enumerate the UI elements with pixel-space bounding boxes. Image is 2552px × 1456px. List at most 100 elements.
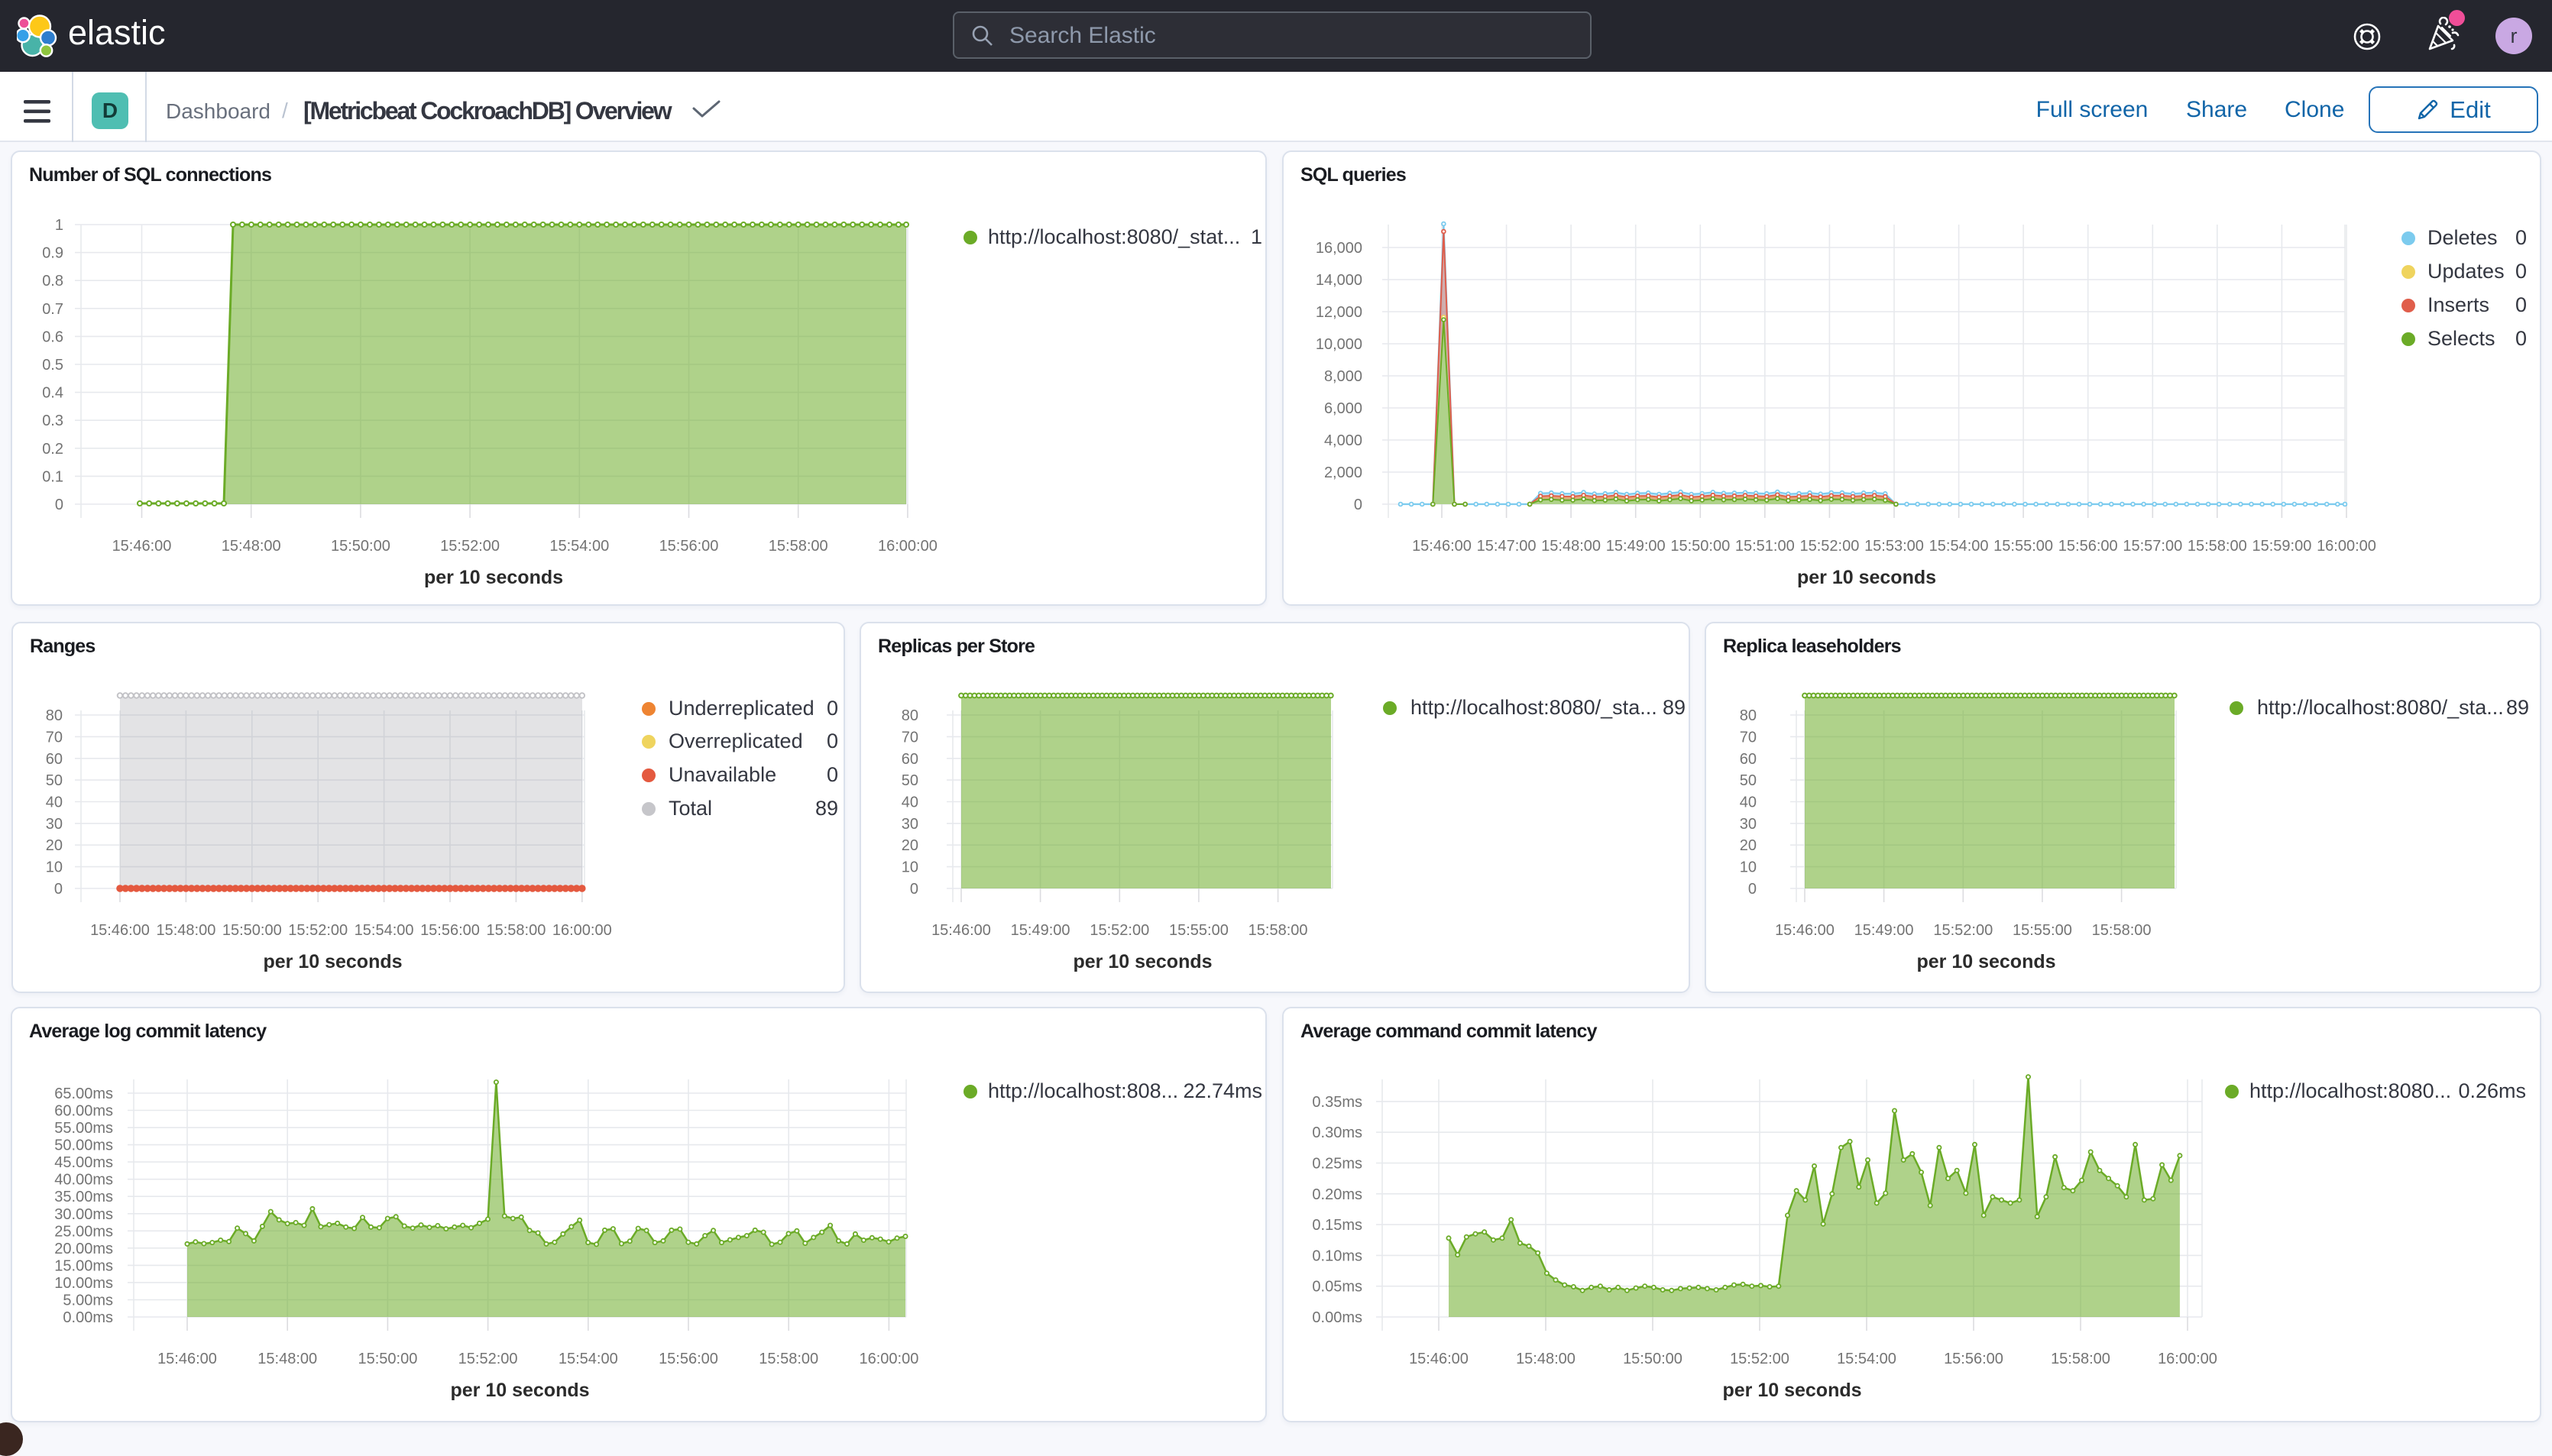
svg-text:15:54:00: 15:54:00 — [1929, 538, 1989, 555]
svg-text:2,000: 2,000 — [1324, 464, 1362, 481]
svg-text:50: 50 — [1740, 772, 1757, 789]
svg-text:40: 40 — [1740, 794, 1757, 811]
svg-text:50.00ms: 50.00ms — [54, 1137, 113, 1154]
svg-text:0.25ms: 0.25ms — [1312, 1156, 1362, 1173]
svg-text:15:56:00: 15:56:00 — [2058, 538, 2118, 555]
svg-text:16:00:00: 16:00:00 — [878, 538, 938, 555]
svg-text:5.00ms: 5.00ms — [63, 1293, 113, 1309]
svg-text:60: 60 — [46, 751, 63, 768]
svg-text:15:49:00: 15:49:00 — [1606, 538, 1666, 555]
svg-text:per 10 seconds: per 10 seconds — [1797, 567, 1936, 588]
svg-text:15:52:00: 15:52:00 — [1933, 922, 1993, 939]
svg-text:65.00ms: 65.00ms — [54, 1086, 113, 1102]
svg-text:14,000: 14,000 — [1316, 272, 1362, 289]
svg-text:15:52:00: 15:52:00 — [1730, 1351, 1789, 1367]
svg-text:20.00ms: 20.00ms — [54, 1241, 113, 1257]
svg-text:70: 70 — [902, 729, 918, 746]
svg-text:15:50:00: 15:50:00 — [358, 1351, 417, 1367]
svg-text:per 10 seconds: per 10 seconds — [450, 1380, 589, 1401]
svg-text:15:56:00: 15:56:00 — [1944, 1351, 2003, 1367]
svg-text:4,000: 4,000 — [1324, 432, 1362, 449]
svg-text:0.9: 0.9 — [42, 245, 63, 262]
svg-text:per 10 seconds: per 10 seconds — [1722, 1380, 1861, 1401]
svg-text:10: 10 — [902, 859, 918, 876]
svg-text:15:50:00: 15:50:00 — [1623, 1351, 1682, 1367]
svg-text:20: 20 — [902, 837, 918, 854]
svg-text:60.00ms: 60.00ms — [54, 1103, 113, 1120]
svg-text:15:52:00: 15:52:00 — [1799, 538, 1859, 555]
svg-text:15:52:00: 15:52:00 — [440, 538, 500, 555]
svg-text:15:46:00: 15:46:00 — [1412, 538, 1472, 555]
svg-text:15:58:00: 15:58:00 — [759, 1351, 818, 1367]
svg-text:0.35ms: 0.35ms — [1312, 1094, 1362, 1111]
svg-text:0.10ms: 0.10ms — [1312, 1247, 1362, 1264]
svg-text:8,000: 8,000 — [1324, 368, 1362, 385]
svg-text:15:56:00: 15:56:00 — [659, 1351, 718, 1367]
svg-text:15:53:00: 15:53:00 — [1864, 538, 1924, 555]
svg-text:10: 10 — [46, 859, 63, 876]
svg-text:80: 80 — [902, 707, 918, 724]
svg-text:15:52:00: 15:52:00 — [1090, 922, 1149, 939]
svg-text:15:48:00: 15:48:00 — [1541, 538, 1601, 555]
svg-text:0.20ms: 0.20ms — [1312, 1186, 1362, 1203]
svg-text:10.00ms: 10.00ms — [54, 1275, 113, 1292]
svg-text:6,000: 6,000 — [1324, 400, 1362, 417]
svg-text:15:58:00: 15:58:00 — [2188, 538, 2247, 555]
svg-text:16:00:00: 16:00:00 — [2158, 1351, 2217, 1367]
svg-text:15:46:00: 15:46:00 — [1409, 1351, 1469, 1367]
svg-text:per 10 seconds: per 10 seconds — [263, 951, 402, 972]
svg-text:0: 0 — [55, 497, 63, 513]
svg-text:15:52:00: 15:52:00 — [288, 922, 348, 939]
svg-text:50: 50 — [46, 772, 63, 789]
svg-text:40: 40 — [902, 794, 918, 811]
svg-text:per 10 seconds: per 10 seconds — [1073, 951, 1212, 972]
svg-text:0.30ms: 0.30ms — [1312, 1124, 1362, 1141]
svg-text:30: 30 — [46, 816, 63, 833]
svg-text:10,000: 10,000 — [1316, 336, 1362, 353]
svg-text:0: 0 — [1748, 881, 1757, 898]
svg-text:15:58:00: 15:58:00 — [769, 538, 828, 555]
svg-text:15:50:00: 15:50:00 — [222, 922, 282, 939]
svg-text:30: 30 — [902, 816, 918, 833]
svg-text:16:00:00: 16:00:00 — [859, 1351, 918, 1367]
svg-text:0.2: 0.2 — [42, 441, 63, 458]
svg-text:15:46:00: 15:46:00 — [157, 1351, 217, 1367]
svg-text:15:47:00: 15:47:00 — [1477, 538, 1537, 555]
svg-text:15:49:00: 15:49:00 — [1011, 922, 1070, 939]
svg-text:15:50:00: 15:50:00 — [331, 538, 390, 555]
svg-text:15:46:00: 15:46:00 — [1775, 922, 1835, 939]
svg-text:15:46:00: 15:46:00 — [931, 922, 991, 939]
svg-text:45.00ms: 45.00ms — [54, 1154, 113, 1171]
svg-text:80: 80 — [1740, 707, 1757, 724]
svg-text:50: 50 — [902, 772, 918, 789]
svg-text:20: 20 — [1740, 837, 1757, 854]
svg-text:0.6: 0.6 — [42, 328, 63, 345]
svg-text:15.00ms: 15.00ms — [54, 1257, 113, 1274]
svg-text:0: 0 — [54, 881, 63, 898]
svg-text:15:59:00: 15:59:00 — [2252, 538, 2311, 555]
svg-text:15:56:00: 15:56:00 — [659, 538, 719, 555]
svg-text:20: 20 — [46, 837, 63, 854]
svg-text:15:49:00: 15:49:00 — [1854, 922, 1914, 939]
svg-text:10: 10 — [1740, 859, 1757, 876]
svg-text:25.00ms: 25.00ms — [54, 1223, 113, 1240]
svg-text:15:52:00: 15:52:00 — [458, 1351, 518, 1367]
svg-text:12,000: 12,000 — [1316, 304, 1362, 321]
svg-text:30.00ms: 30.00ms — [54, 1206, 113, 1223]
svg-text:15:46:00: 15:46:00 — [90, 922, 150, 939]
svg-text:15:56:00: 15:56:00 — [420, 922, 480, 939]
svg-text:60: 60 — [1740, 751, 1757, 768]
svg-text:0.15ms: 0.15ms — [1312, 1217, 1362, 1234]
svg-text:0.5: 0.5 — [42, 357, 63, 374]
svg-text:15:54:00: 15:54:00 — [1837, 1351, 1896, 1367]
svg-text:70: 70 — [46, 729, 63, 746]
svg-text:55.00ms: 55.00ms — [54, 1120, 113, 1137]
svg-text:15:55:00: 15:55:00 — [1169, 922, 1229, 939]
svg-text:1: 1 — [55, 217, 63, 234]
svg-text:0.05ms: 0.05ms — [1312, 1279, 1362, 1296]
svg-text:0.7: 0.7 — [42, 301, 63, 318]
svg-text:0.3: 0.3 — [42, 413, 63, 429]
svg-text:40: 40 — [46, 794, 63, 811]
svg-text:15:54:00: 15:54:00 — [355, 922, 414, 939]
svg-text:15:58:00: 15:58:00 — [1248, 922, 1308, 939]
